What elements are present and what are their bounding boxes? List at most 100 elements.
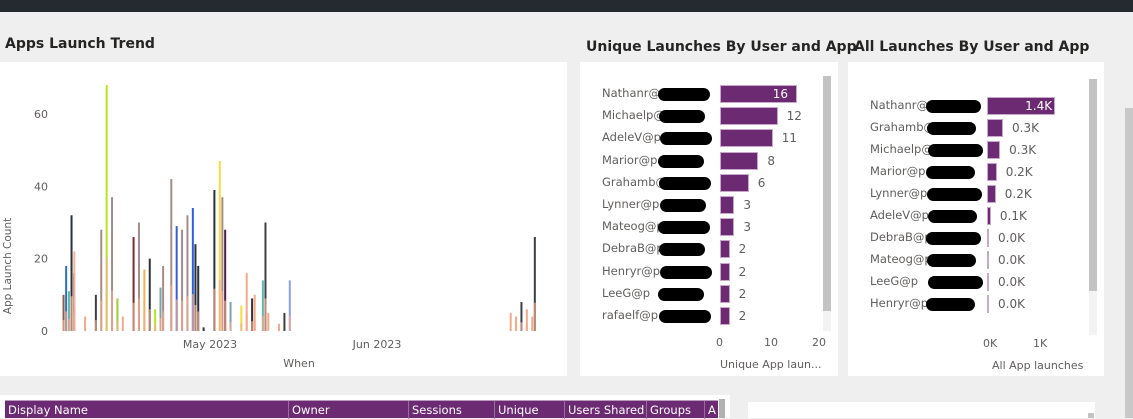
bar[interactable] — [720, 307, 730, 325]
trend-bar[interactable] — [240, 305, 243, 331]
bar[interactable] — [720, 129, 773, 148]
bar[interactable] — [987, 119, 1004, 137]
column-header[interactable]: Sessions — [412, 403, 462, 417]
bar[interactable] — [720, 107, 778, 126]
bar[interactable] — [987, 97, 1056, 115]
trend-bar[interactable] — [105, 85, 108, 331]
trend-bar-segment[interactable] — [261, 315, 264, 331]
trend-bar[interactable] — [515, 316, 518, 331]
trend-bar-segment[interactable] — [137, 298, 140, 331]
trend-bar[interactable] — [84, 316, 87, 331]
bar[interactable] — [987, 185, 996, 203]
column-header[interactable]: A — [708, 403, 716, 417]
trend-bar[interactable] — [261, 280, 264, 331]
trend-bar[interactable] — [253, 294, 256, 331]
table-scrollbar[interactable] — [719, 399, 725, 418]
trend-bar[interactable] — [229, 302, 232, 331]
bar[interactable] — [720, 151, 759, 170]
column-header[interactable]: Owner — [292, 403, 330, 417]
trend-bar[interactable] — [218, 161, 221, 331]
trend-bar[interactable] — [65, 265, 68, 331]
trend-bar[interactable] — [202, 327, 205, 331]
trend-bar[interactable] — [70, 215, 73, 331]
scrollbar-thumb[interactable] — [1089, 79, 1097, 291]
trend-bar-segment[interactable] — [197, 311, 200, 331]
trend-bar-segment[interactable] — [229, 322, 232, 331]
trend-bar[interactable] — [251, 298, 254, 331]
trend-bar-segment[interactable] — [111, 290, 114, 331]
trend-bar-segment[interactable] — [213, 288, 216, 331]
trend-bar[interactable] — [154, 309, 157, 331]
trend-bar[interactable] — [520, 302, 523, 331]
bar[interactable] — [720, 85, 797, 103]
trend-bar-segment[interactable] — [288, 315, 291, 331]
trend-bar[interactable] — [224, 229, 227, 331]
bar[interactable] — [987, 251, 989, 269]
column-separator[interactable] — [494, 401, 495, 419]
trend-bar[interactable] — [159, 287, 162, 331]
trend-bar-segment[interactable] — [175, 299, 178, 331]
trend-bar[interactable] — [111, 197, 114, 331]
trend-bar-segment[interactable] — [73, 307, 76, 331]
trend-bar-segment[interactable] — [70, 296, 73, 331]
trend-bar-segment[interactable] — [224, 300, 227, 331]
trend-bar-segment[interactable] — [186, 296, 189, 331]
trend-bar-segment[interactable] — [251, 321, 254, 331]
trend-bar-segment[interactable] — [264, 298, 267, 331]
trend-bar[interactable] — [116, 298, 119, 331]
trend-bar[interactable] — [245, 273, 248, 331]
trend-bar-segment[interactable] — [100, 300, 103, 331]
column-separator[interactable] — [288, 401, 289, 419]
trend-bar-segment[interactable] — [94, 320, 97, 331]
trend-bar[interactable] — [191, 208, 194, 331]
bar[interactable] — [720, 173, 749, 192]
trend-bar-segment[interactable] — [533, 302, 536, 331]
trend-bar-segment[interactable] — [194, 304, 197, 331]
trend-bar[interactable] — [73, 251, 76, 331]
trend-bar-segment[interactable] — [154, 324, 157, 331]
bar[interactable] — [987, 141, 1001, 159]
bar[interactable] — [987, 273, 989, 291]
trend-bar-segment[interactable] — [525, 324, 528, 331]
trend-bar[interactable] — [278, 323, 281, 331]
trend-bar[interactable] — [525, 309, 528, 331]
column-separator[interactable] — [704, 401, 705, 419]
trend-bar[interactable] — [132, 236, 135, 331]
trend-bar[interactable] — [148, 258, 151, 331]
bar[interactable] — [987, 229, 989, 247]
column-header[interactable]: Display Name — [8, 403, 88, 417]
trend-bar[interactable] — [175, 226, 178, 331]
trend-bar[interactable] — [531, 316, 534, 331]
trend-bar-segment[interactable] — [162, 311, 165, 331]
trend-bar-segment[interactable] — [181, 300, 184, 331]
bar[interactable] — [987, 295, 989, 313]
trend-bar[interactable] — [267, 312, 270, 331]
trend-bar[interactable] — [170, 179, 173, 331]
trend-bar-segment[interactable] — [170, 285, 173, 331]
trend-bar-segment[interactable] — [67, 319, 70, 331]
trend-bar-segment[interactable] — [253, 320, 256, 331]
trend-bar-segment[interactable] — [191, 294, 194, 331]
trend-bar[interactable] — [221, 197, 224, 331]
trend-bar[interactable] — [94, 294, 97, 331]
bar[interactable] — [720, 262, 730, 281]
trend-bar[interactable] — [100, 229, 103, 331]
trend-bar-segment[interactable] — [143, 312, 146, 331]
trend-bar-segment[interactable] — [159, 317, 162, 331]
trend-bar-segment[interactable] — [240, 323, 243, 331]
trend-bar[interactable] — [143, 269, 146, 331]
trend-bar[interactable] — [162, 265, 165, 331]
column-separator[interactable] — [646, 401, 647, 419]
trend-bar[interactable] — [283, 312, 286, 331]
bar[interactable] — [720, 196, 735, 214]
trend-bar-segment[interactable] — [148, 309, 151, 331]
trend-bar[interactable] — [137, 222, 140, 332]
trend-bar-segment[interactable] — [105, 257, 108, 331]
trend-bar-segment[interactable] — [65, 311, 68, 331]
trend-bar[interactable] — [213, 189, 216, 331]
trend-bar-segment[interactable] — [62, 320, 65, 331]
column-header[interactable]: Users Shared — [568, 403, 645, 417]
bar[interactable] — [720, 284, 730, 303]
trend-bar[interactable] — [62, 294, 65, 331]
trend-bar[interactable] — [67, 291, 70, 331]
